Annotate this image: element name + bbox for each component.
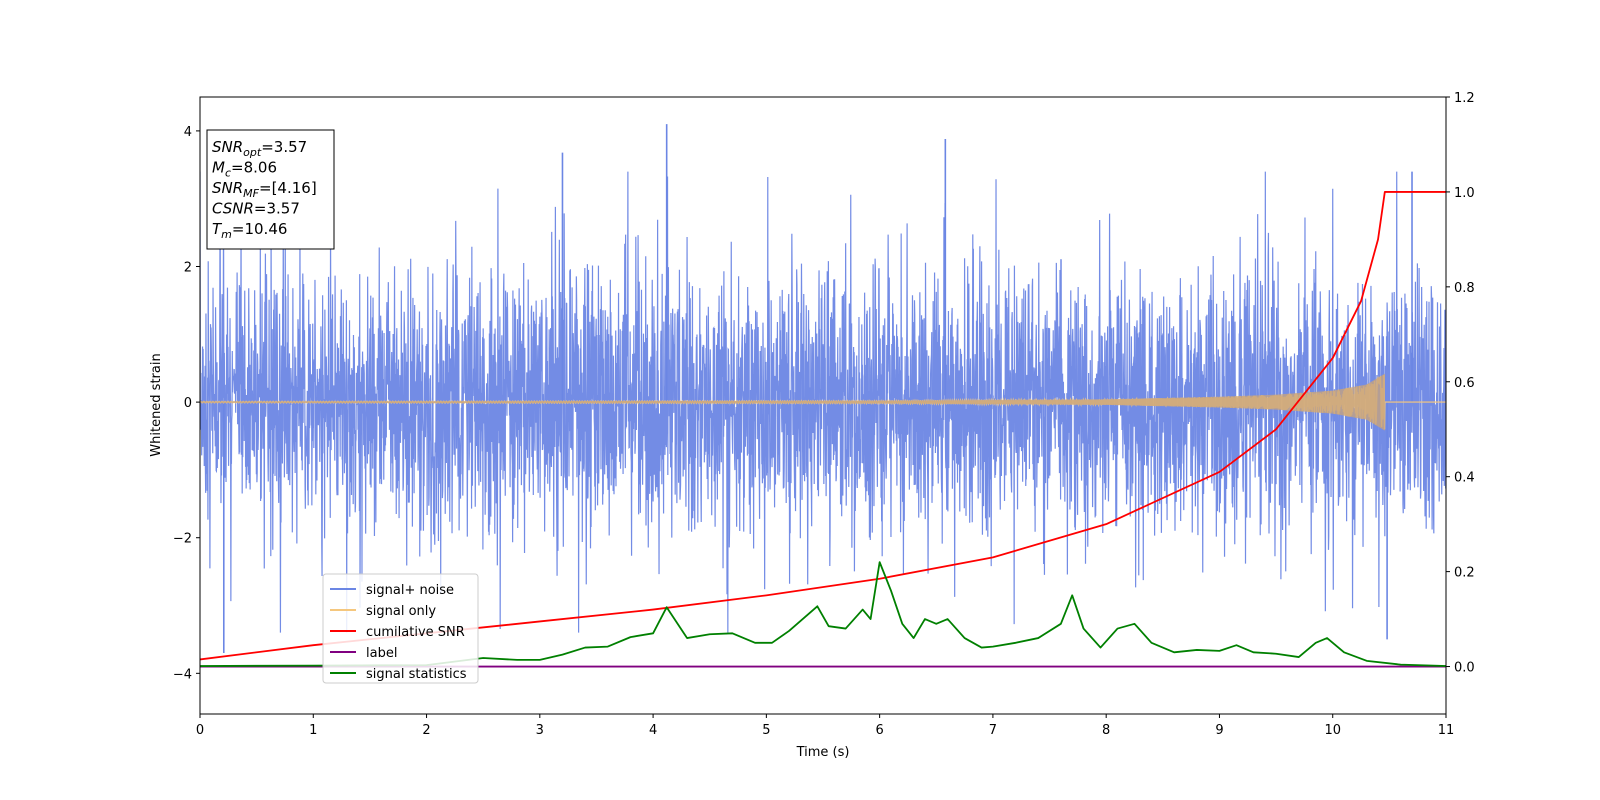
x-tick-label: 7	[989, 723, 997, 738]
stat-symbol: CSNR	[212, 200, 254, 218]
y-right-tick-label: 1.0	[1454, 186, 1475, 201]
stat-line: Mc=8.06	[212, 159, 277, 180]
y-axis-label-left: Whitened strain	[149, 353, 164, 456]
stat-line: SNRopt=3.57	[212, 138, 307, 159]
y-right-tick-label: 0.0	[1454, 661, 1475, 676]
legend-label: cumilative SNR	[366, 625, 465, 640]
y-right-tick-label: 0.8	[1454, 281, 1475, 296]
axes-frame	[199, 96, 1447, 715]
y-axis-left: 4 2 0 −2 −4	[173, 125, 200, 682]
stat-subscript: m	[221, 228, 232, 241]
stat-symbol: T	[212, 220, 223, 238]
x-axis: 0 1 2 3 4 5 6 7 8 9 10 11	[196, 714, 1454, 738]
signal-noise-peaks	[222, 124, 1413, 653]
x-tick-label: 5	[762, 723, 770, 738]
legend: signal+ noise signal only cumilative SNR la…	[322, 573, 479, 684]
y-axis-right: 1.2 1.0 0.8 0.6 0.4 0.2 0.0	[1446, 91, 1475, 676]
x-tick-label: 3	[536, 723, 544, 738]
x-tick-label: 2	[422, 723, 430, 738]
legend-label: label	[366, 646, 397, 661]
legend-label: signal+ noise	[366, 583, 454, 598]
y-left-tick-label: −2	[173, 532, 192, 547]
x-tick-label: 0	[196, 723, 204, 738]
stat-value: =10.46	[232, 220, 288, 238]
series-signal-statistics	[200, 561, 1446, 667]
x-tick-label: 8	[1102, 723, 1110, 738]
stat-subscript: opt	[243, 146, 262, 159]
stat-subscript: MF	[243, 187, 259, 200]
stat-value: =[4.16]	[259, 179, 317, 197]
stat-value: =3.57	[261, 138, 307, 156]
y-left-tick-label: 0	[184, 396, 192, 411]
stat-line: Tm=10.46	[212, 220, 287, 241]
stat-symbol: SNR	[212, 138, 243, 156]
stat-value: =8.06	[231, 159, 277, 177]
stat-symbol: SNR	[212, 179, 243, 197]
x-tick-label: 4	[649, 723, 657, 738]
stat-line: SNRMF=[4.16]	[212, 179, 317, 200]
legend-label: signal statistics	[366, 667, 467, 682]
series-cumulative-snr	[200, 191, 1446, 661]
stat-line: CSNR=3.57	[212, 200, 300, 218]
x-tick-label: 9	[1215, 723, 1223, 738]
stat-symbol: M	[212, 159, 225, 177]
y-right-tick-label: 0.2	[1454, 566, 1475, 581]
y-left-tick-label: 4	[184, 125, 192, 140]
y-right-tick-label: 1.2	[1454, 91, 1475, 106]
x-tick-label: 11	[1438, 723, 1455, 738]
signal-only-envelope	[200, 373, 1385, 431]
x-tick-label: 10	[1324, 723, 1341, 738]
y-left-tick-label: 2	[184, 261, 192, 276]
stats-box: SNRopt=3.57Mc=8.06SNRMF=[4.16]CSNR=3.57T…	[206, 129, 335, 250]
stat-value: =3.57	[254, 200, 300, 218]
stats-box-frame	[206, 129, 335, 250]
stat-subscript: c	[225, 167, 231, 180]
x-tick-label: 1	[309, 723, 317, 738]
x-tick-label: 6	[875, 723, 883, 738]
y-left-tick-label: −4	[173, 667, 192, 682]
legend-frame	[322, 573, 479, 684]
y-right-tick-label: 0.4	[1454, 471, 1475, 486]
y-right-tick-label: 0.6	[1454, 376, 1475, 391]
legend-label: signal only	[366, 604, 436, 619]
x-axis-label: Time (s)	[796, 745, 850, 760]
series-signal-noise	[200, 171, 1446, 633]
